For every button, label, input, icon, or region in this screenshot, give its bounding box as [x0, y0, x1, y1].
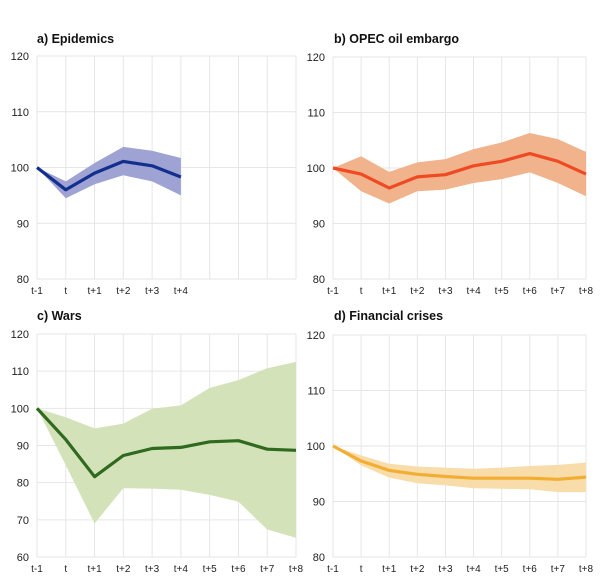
- central-line: [36, 159, 182, 192]
- panel-title: c) Wars: [37, 309, 82, 323]
- x-tick-label: t+1: [87, 286, 102, 297]
- panel-wars: 60 70 80 90 100 110 120 t-1 t t+1 t+2 t+3 t+4 t+5 t+6 t…: [11, 309, 304, 575]
- x-tick-label: t+3: [438, 564, 453, 575]
- y-tick-label: 90: [17, 218, 29, 230]
- x-tick-label: t+5: [495, 564, 510, 575]
- x-tick-label: t+4: [174, 286, 189, 297]
- gridlines: [332, 334, 587, 558]
- x-tick-label: t+3: [145, 286, 160, 297]
- x-tick-label: t-1: [327, 286, 339, 297]
- y-tick-label: 80: [313, 274, 325, 286]
- y-tick-label: 120: [11, 51, 29, 63]
- x-tick-label: t+4: [466, 286, 481, 297]
- confidence-band: [333, 133, 586, 204]
- x-tick-label: t+5: [203, 564, 218, 575]
- y-tick-label: 60: [17, 552, 29, 564]
- x-tick-label: t+6: [523, 564, 538, 575]
- panel-title: b) OPEC oil embargo: [334, 32, 459, 46]
- x-tick-label: t+2: [410, 564, 425, 575]
- x-tick-label: t+1: [87, 564, 102, 575]
- central-line: [35, 407, 297, 479]
- x-tick-label: t+4: [174, 564, 189, 575]
- panel-opec-oil-embargo: 80 90 100 110 120 t-1 t t+1 t+2 t+3 t+4 t+5 t+6 t+7 t+…: [307, 32, 594, 297]
- panel-epidemics: 80 90 100 110 120 t-1 t t+1 t+2 t+3 t+4 a) Epidemic…: [11, 32, 297, 297]
- x-tick-label: t+8: [289, 564, 304, 575]
- x-tick-label: t+6: [231, 564, 246, 575]
- y-tick-label: 90: [313, 219, 325, 231]
- x-tick-label: t+2: [116, 564, 131, 575]
- x-tick-label: t+1: [382, 286, 397, 297]
- y-tick-label: 100: [11, 403, 29, 415]
- x-tick-label: t+7: [551, 564, 566, 575]
- y-tick-label: 100: [11, 163, 29, 175]
- x-tick-label: t: [360, 564, 363, 575]
- x-tick-label: t+2: [116, 286, 131, 297]
- x-tick-label: t+8: [579, 564, 594, 575]
- y-tick-label: 80: [313, 552, 325, 564]
- x-tick-label: t+8: [579, 286, 594, 297]
- x-tick-label: t-1: [327, 564, 339, 575]
- y-tick-label: 110: [307, 108, 325, 120]
- y-tick-label: 100: [307, 441, 325, 453]
- confidence-band: [333, 446, 586, 493]
- y-tick-label: 110: [11, 366, 29, 378]
- x-tick-label: t: [64, 564, 67, 575]
- x-tick-label: t+7: [551, 286, 566, 297]
- x-tick-label: t+2: [410, 286, 425, 297]
- x-tick-label: t: [360, 286, 363, 297]
- x-tick-label: t+7: [260, 564, 275, 575]
- y-tick-label: 70: [17, 515, 29, 527]
- y-tick-label: 110: [11, 107, 29, 119]
- y-tick-label: 120: [11, 329, 29, 341]
- x-tick-label: t+3: [145, 564, 160, 575]
- y-tick-label: 100: [307, 163, 325, 175]
- x-tick-label: t-1: [31, 286, 43, 297]
- x-tick-label: t+6: [523, 286, 538, 297]
- x-tick-label: t+5: [495, 286, 510, 297]
- y-tick-label: 90: [313, 497, 325, 509]
- confidence-band: [37, 146, 181, 199]
- x-tick-label: t+4: [466, 564, 481, 575]
- central-line: [332, 444, 587, 481]
- central-line: [332, 152, 587, 190]
- panel-financial-crises: 80 90 100 110 120 t-1 t t+1 t+2 t+3 t+4 t+5 t+6 t+7 t+…: [307, 309, 594, 575]
- y-tick-label: 90: [17, 441, 29, 453]
- panel-title: d) Financial crises: [334, 309, 443, 323]
- x-tick-label: t-1: [31, 564, 43, 575]
- x-tick-label: t+1: [382, 564, 397, 575]
- confidence-band: [37, 361, 296, 538]
- y-tick-label: 120: [307, 52, 325, 64]
- y-tick-label: 80: [17, 274, 29, 286]
- y-tick-label: 110: [307, 386, 325, 398]
- panel-title: a) Epidemics: [37, 32, 114, 46]
- x-tick-label: t: [64, 286, 67, 297]
- x-tick-label: t+3: [438, 286, 453, 297]
- y-tick-label: 80: [17, 478, 29, 490]
- y-tick-label: 120: [307, 330, 325, 342]
